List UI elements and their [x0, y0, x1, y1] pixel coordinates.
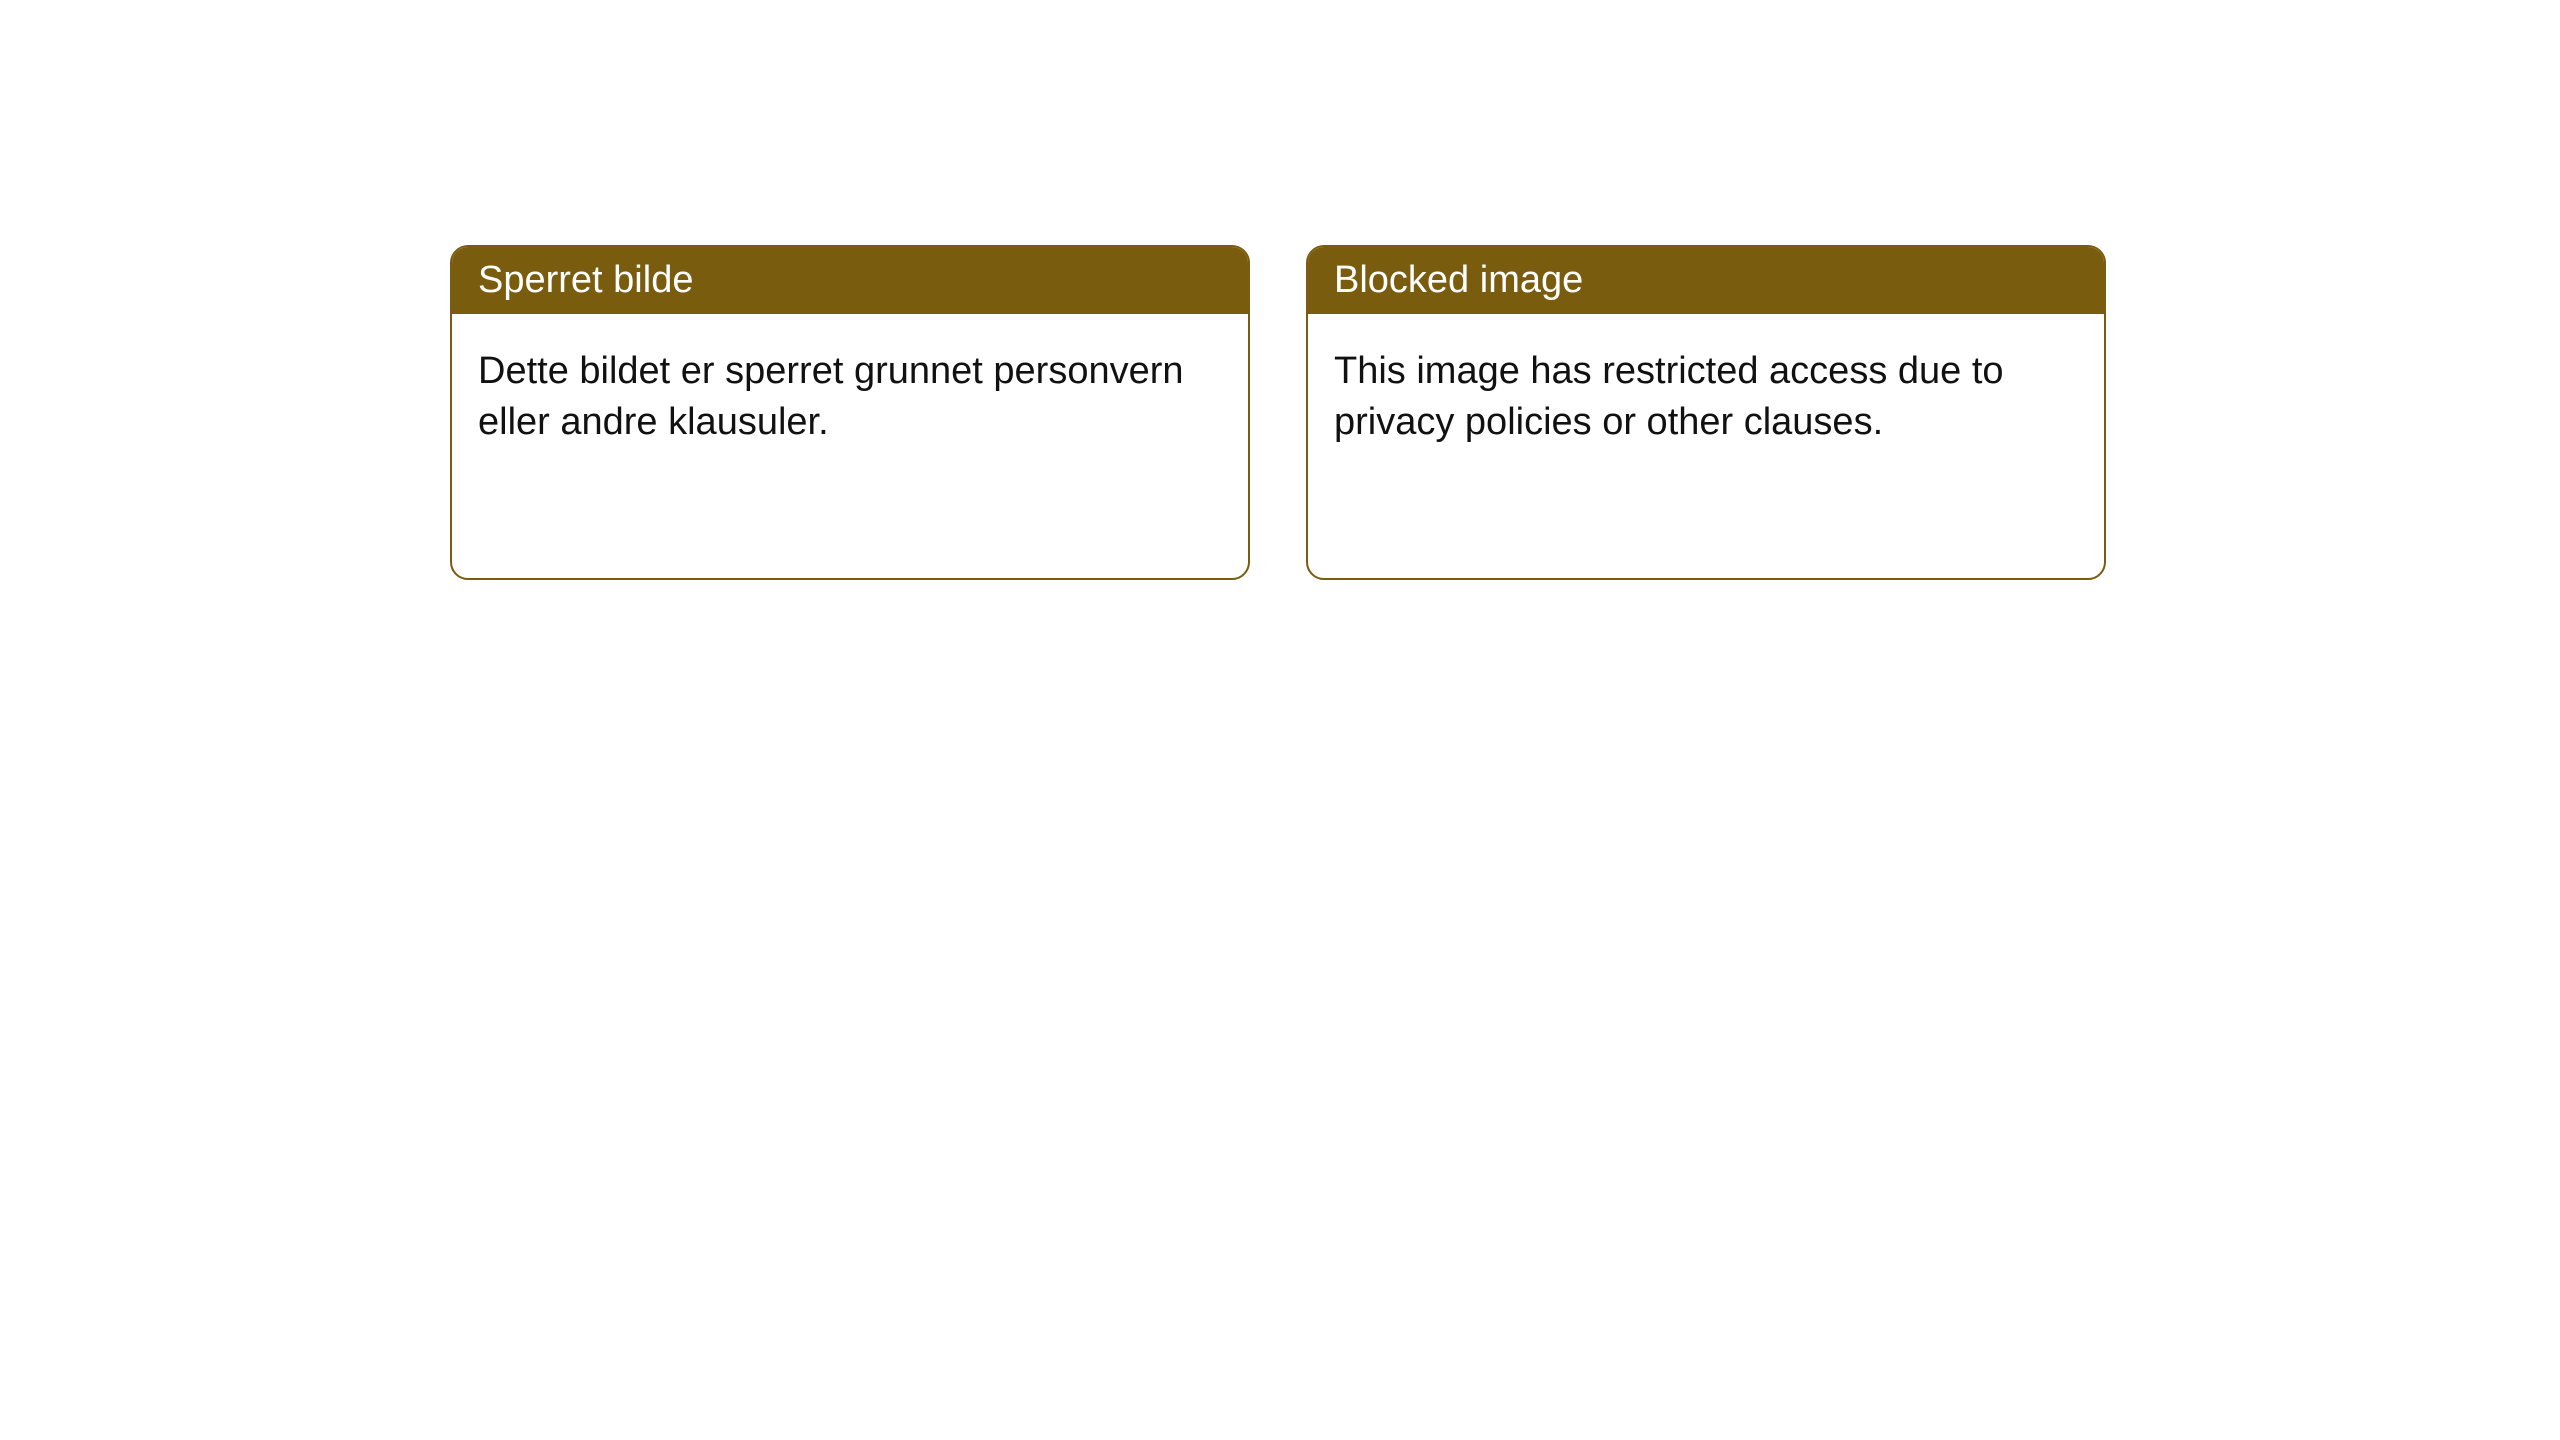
card-message-en: This image has restricted access due to … — [1308, 314, 2104, 481]
blocked-image-card-no: Sperret bilde Dette bildet er sperret gr… — [450, 245, 1250, 580]
blocked-image-card-en: Blocked image This image has restricted … — [1306, 245, 2106, 580]
card-title-no: Sperret bilde — [452, 247, 1248, 314]
card-message-no: Dette bildet er sperret grunnet personve… — [452, 314, 1248, 481]
card-title-en: Blocked image — [1308, 247, 2104, 314]
blocked-image-notice-container: Sperret bilde Dette bildet er sperret gr… — [450, 245, 2106, 580]
